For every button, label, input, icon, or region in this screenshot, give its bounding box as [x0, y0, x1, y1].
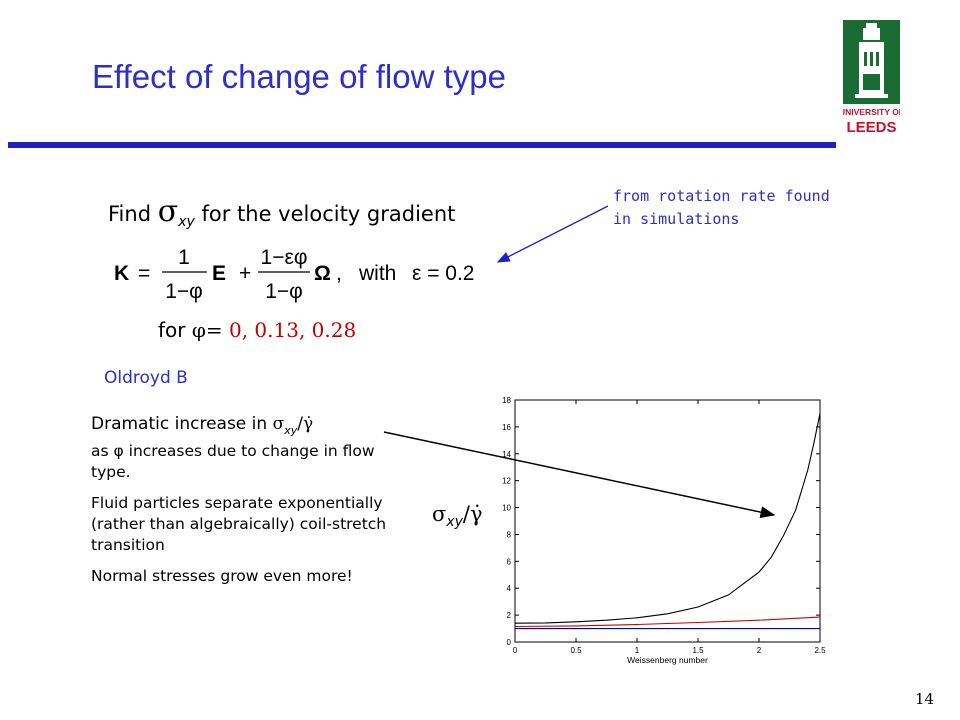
series-line-0: [514, 413, 821, 624]
y-tick-label-7: 14: [502, 450, 511, 459]
y-tick-label-6: 12: [502, 477, 511, 486]
y-tick-label-8: 16: [502, 423, 511, 432]
formula-numerator-2: 1−εφ: [261, 246, 308, 269]
phi-symbol: φ=: [191, 318, 223, 342]
y-tick-label-5: 10: [502, 504, 511, 513]
series-line-1: [514, 616, 821, 628]
model-label: Oldroyd B: [104, 368, 188, 388]
formula-equals: =: [138, 262, 150, 285]
description-p1-prefix: Dramatic increase in: [91, 414, 268, 434]
find-suffix: for the velocity gradient: [201, 202, 456, 226]
slide-title: Effect of change of flow type: [92, 58, 506, 95]
formula-with: with: [358, 262, 396, 285]
formula-denominator-1: 1−φ: [165, 280, 203, 303]
formula-omega: Ω: [314, 262, 331, 285]
find-prefix: Find: [108, 202, 152, 226]
note-line-1: from rotation rate found: [613, 187, 830, 205]
ylab-sub: xy: [446, 514, 463, 530]
formula-numerator-1: 1: [178, 246, 190, 269]
y-tick-label-2: 4: [507, 584, 512, 593]
annotation-arrow: [496, 205, 609, 263]
y-tick-label-1: 2: [507, 611, 512, 620]
title-divider: [8, 142, 836, 148]
formula-comma: ,: [336, 262, 342, 285]
x-tick-label-0: 0: [513, 646, 518, 655]
desc-sigma-sub: xy: [284, 424, 298, 437]
page-number: 14: [915, 690, 935, 708]
x-tick-label-2: 1: [635, 646, 640, 655]
desc-sigma: σ: [272, 414, 285, 434]
stress-vs-weissenberg-chart: 0 0.5 1 1.5 2 2.5 0 2 4 6 8 10 12 14 16 18 Weissenberg n…: [502, 396, 826, 665]
simulation-note: from rotation rate found in simulations: [613, 185, 830, 231]
description-block: Dramatic increase in σxy/γ̇ as φ increas…: [91, 414, 391, 597]
formula-denominator-2: 1−φ: [265, 280, 303, 303]
formula-plus: +: [239, 262, 251, 285]
phi-values: for φ= 0, 0.13, 0.28: [158, 318, 356, 342]
x-tick-label-5: 2.5: [814, 646, 826, 655]
y-tick-label-0: 0: [507, 638, 512, 647]
sigma-symbol: σ: [157, 194, 179, 229]
formula-E: E: [212, 262, 226, 285]
x-tick-label-1: 0.5: [570, 646, 582, 655]
y-tick-label-4: 8: [507, 530, 512, 539]
university-logo: UNIVERSITY OF LEEDS: [843, 20, 900, 136]
ylab-slash: /: [462, 502, 470, 526]
y-tick-label-9: 18: [502, 396, 511, 405]
find-statement: Find σxy for the velocity gradient: [108, 194, 455, 230]
plot-frame: [514, 399, 821, 643]
ylab-sigma: σ: [432, 502, 447, 526]
desc-gamma: γ̇: [302, 414, 314, 434]
y-tick-label-3: 6: [507, 557, 512, 566]
sigma-subscript: xy: [178, 214, 195, 230]
velocity-gradient-formula: K = 1 1−φ E + 1−εφ 1−φ Ω , with ε = 0.2: [114, 246, 475, 303]
x-tick-label-4: 2: [757, 646, 762, 655]
chart-y-symbol-label: σxy/γ̇: [432, 502, 483, 530]
x-tick-label-3: 1.5: [692, 646, 704, 655]
description-p3: Normal stresses grow even more!: [91, 567, 353, 585]
logo-text-leeds: LEEDS: [846, 119, 896, 136]
formula-K: K: [114, 262, 129, 285]
ylab-gamma: γ̇: [470, 502, 483, 526]
desc-slash: /: [297, 414, 303, 434]
logo-text-university: UNIVERSITY OF: [843, 107, 900, 117]
formula-epsilon: ε = 0.2: [412, 262, 475, 285]
x-axis-label: Weissenberg number: [627, 655, 708, 665]
description-p1: Dramatic increase in σxy/γ̇ as φ increas…: [91, 414, 391, 483]
for-prefix: for: [158, 318, 186, 342]
description-p1-rest: as φ increases due to change in flow typ…: [91, 442, 375, 481]
description-p2: Fluid particles separate exponentially (…: [91, 494, 387, 554]
note-line-2: in simulations: [613, 210, 740, 228]
phi-value-list: 0, 0.13, 0.28: [228, 318, 357, 342]
